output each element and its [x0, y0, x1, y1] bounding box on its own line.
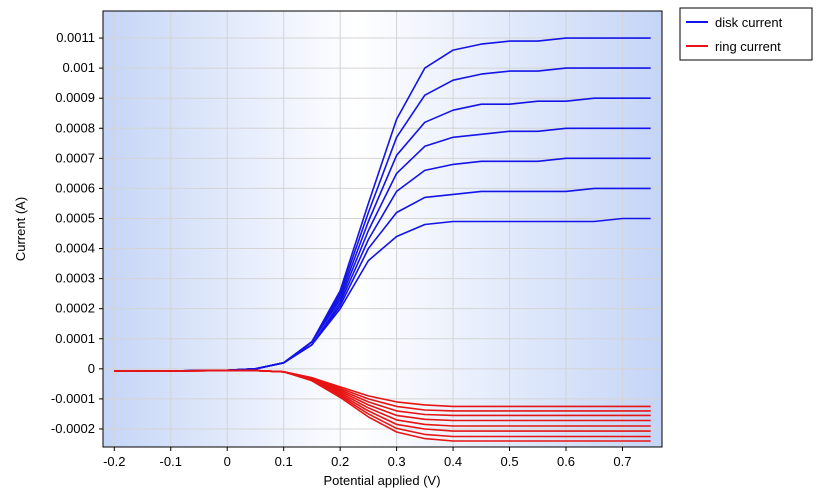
legend-box	[679, 7, 813, 61]
x-axis-label: Potential applied (V)	[323, 473, 440, 488]
legend-label-disk-current: disk current	[715, 15, 783, 30]
x-tick-label: 0.7	[613, 454, 631, 469]
x-tick-label: 0.5	[501, 454, 519, 469]
y-axis-label: Current (A)	[13, 197, 28, 261]
plot-frame	[102, 10, 663, 448]
x-tick-label: 0	[224, 454, 231, 469]
y-tick-label: 0.0007	[55, 150, 95, 165]
y-tick-labels: -0.0002 -0.0001 0 0.0001 0.0002 0.0003 0.0004 0…	[51, 30, 95, 436]
y-tick-label: -0.0001	[51, 391, 95, 406]
y-tick-label: 0.0001	[55, 331, 95, 346]
x-tick-label: -0.1	[160, 454, 182, 469]
legend-label-ring-current: ring current	[715, 39, 781, 54]
y-tick-label: 0.0011	[56, 30, 95, 45]
x-tick-label: 0.2	[331, 454, 349, 469]
y-tick-label: 0.001	[62, 60, 95, 75]
x-tick-label: 0.4	[444, 454, 462, 469]
x-tick-label: 0.1	[275, 454, 293, 469]
tick-marks	[99, 37, 623, 451]
y-tick-label: 0.0006	[55, 180, 95, 195]
x-tick-labels: -0.2 -0.1 0 0.1 0.2 0.3 0.4 0.5 0.6 0.7	[103, 454, 631, 469]
disk-current-line-7	[114, 37, 651, 372]
y-tick-label: 0.0009	[55, 90, 95, 105]
x-tick-label: 0.6	[557, 454, 575, 469]
y-tick-label: 0.0003	[55, 271, 95, 286]
plot-background	[103, 11, 662, 447]
y-tick-label: 0.0005	[55, 210, 95, 225]
y-tick-label: -0.0002	[51, 421, 95, 436]
y-tick-label: 0.0008	[55, 120, 95, 135]
y-tick-label: 0.0002	[55, 301, 95, 316]
ring-current-line-8	[114, 369, 651, 442]
x-tick-label: 0.3	[388, 454, 406, 469]
series-group	[114, 37, 651, 442]
y-tick-label: 0.0004	[55, 241, 95, 256]
legend: disk current ring current	[679, 7, 813, 61]
y-tick-label: 0	[88, 361, 95, 376]
x-tick-label: -0.2	[103, 454, 125, 469]
